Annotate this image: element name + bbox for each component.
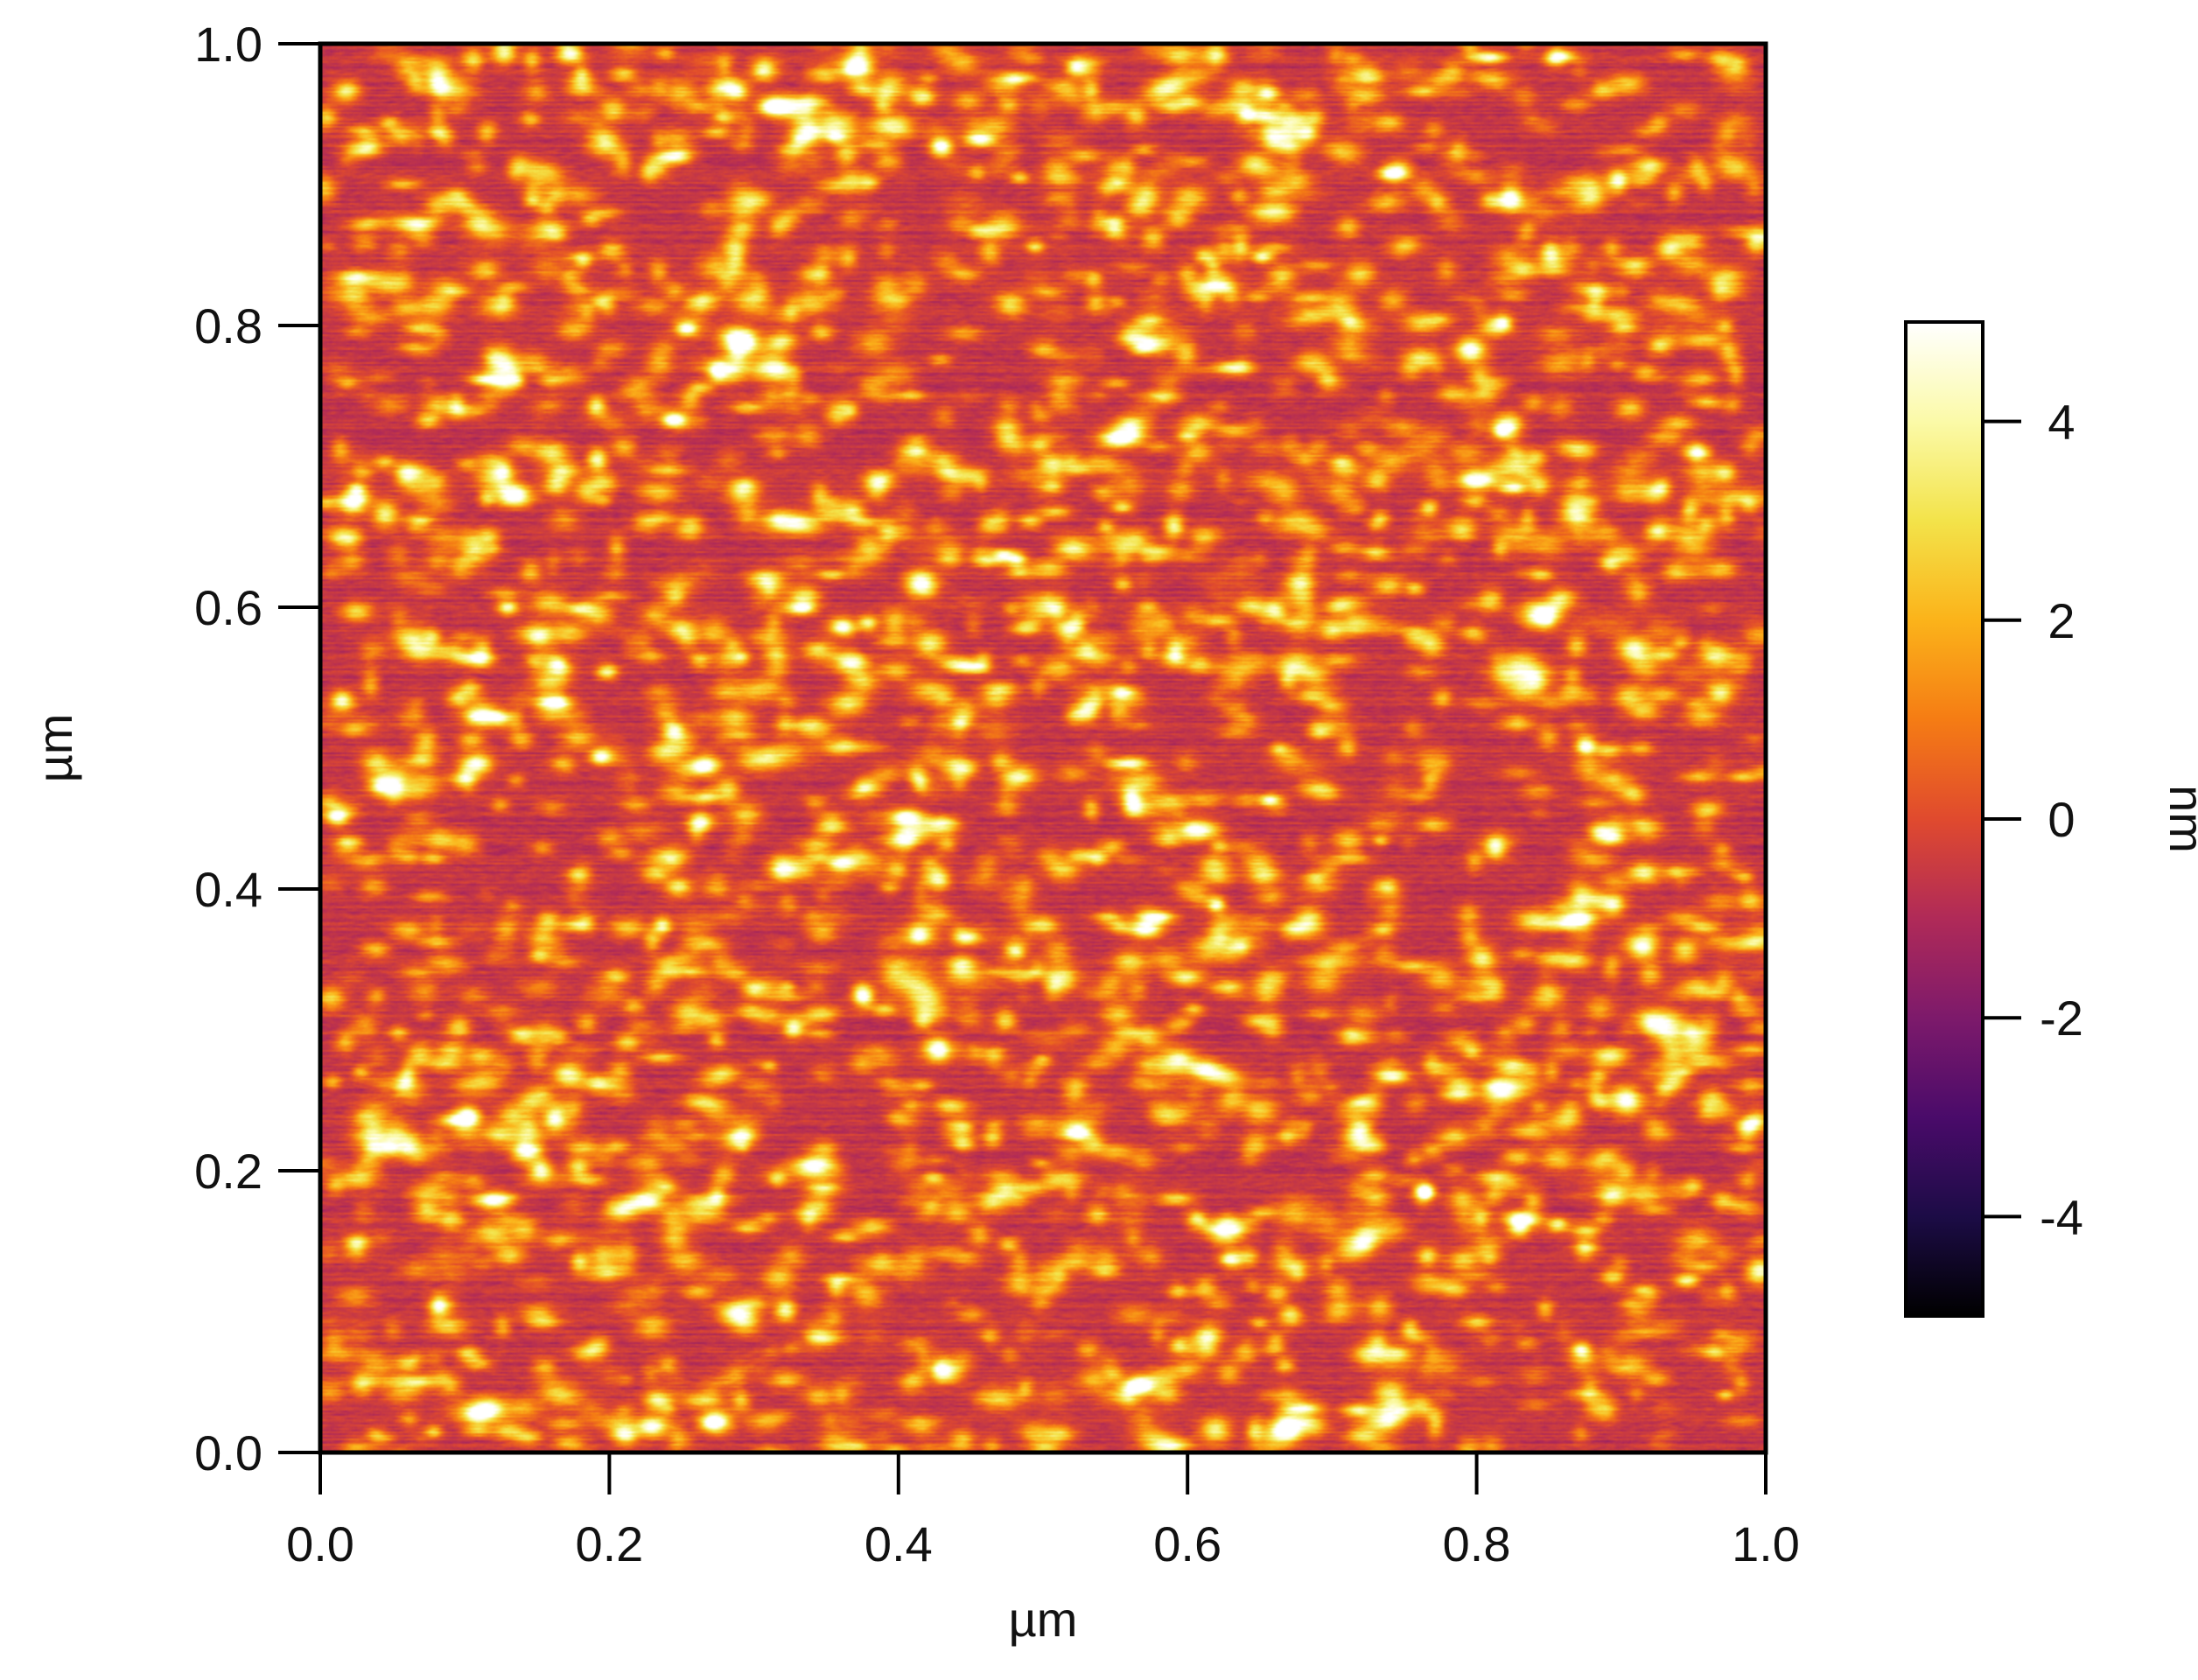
x-tick-label: 1.0: [1732, 1516, 1800, 1572]
x-tick-label: 0.4: [864, 1516, 933, 1572]
y-tick-label: 0.0: [194, 1425, 262, 1480]
y-axis: 0.0 0.2 0.4 0.6 0.8 1.0: [194, 17, 322, 1480]
y-tick-label: 0.6: [194, 580, 262, 635]
colorbar-ticks: -4 -2 0 2 4: [1983, 395, 2083, 1244]
colorbar-tick-label: 2: [2048, 593, 2075, 648]
colorbar-tick-label: -4: [2040, 1189, 2083, 1244]
x-tick-label: 0.6: [1153, 1516, 1222, 1572]
colorbar-tick-label: -2: [2040, 990, 2083, 1046]
y-tick-label: 1.0: [194, 17, 262, 72]
y-tick-label: 0.4: [194, 862, 262, 917]
x-tick-label: 0.8: [1443, 1516, 1511, 1572]
x-axis: 0.0 0.2 0.4 0.6 0.8 1.0: [286, 1451, 1800, 1572]
x-tick-label: 0.2: [575, 1516, 643, 1572]
x-axis-label: µm: [1009, 1592, 1078, 1647]
x-tick-label: 0.0: [286, 1516, 354, 1572]
colorbar-tick-label: 4: [2048, 395, 2075, 450]
colorbar: -4 -2 0 2 4 nm: [1904, 320, 2198, 1318]
y-tick-label: 0.2: [194, 1144, 262, 1199]
y-axis-label: µm: [27, 714, 82, 783]
heatmap-canvas-holder: [320, 44, 1766, 1452]
y-tick-label: 0.8: [194, 298, 262, 354]
heatmap-canvas: [320, 44, 1766, 1452]
colorbar-label: nm: [2160, 785, 2198, 853]
colorbar-tick-label: 0: [2048, 792, 2075, 847]
heatmap-area: [318, 41, 1768, 1455]
colorbar-gradient: [1904, 320, 1984, 1318]
